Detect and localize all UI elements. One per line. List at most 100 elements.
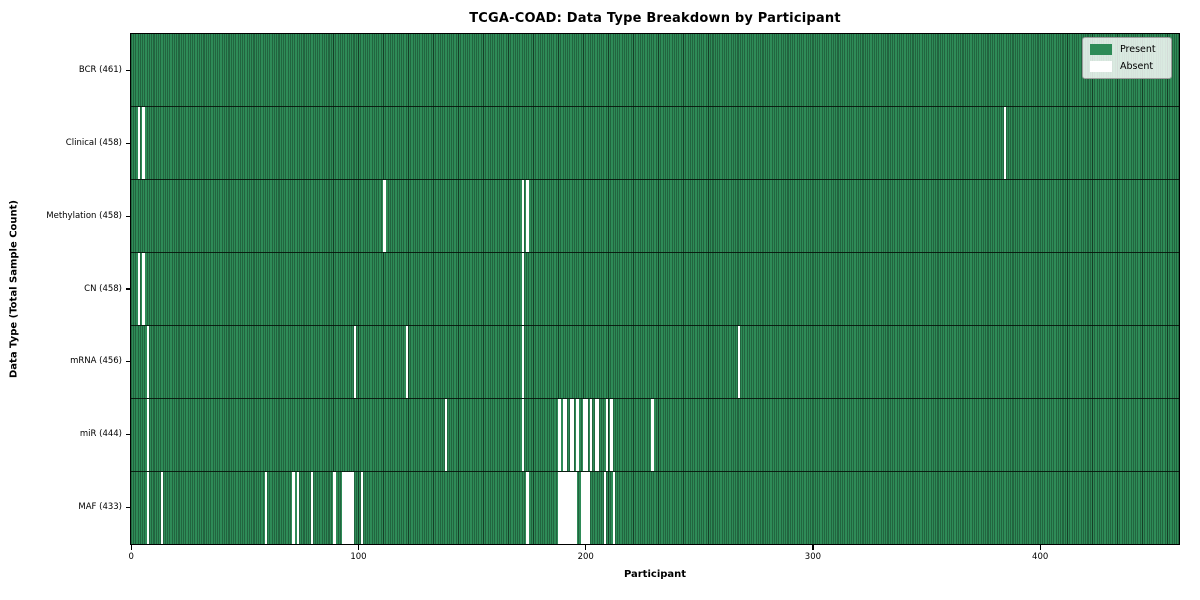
- absent-stripe: [558, 399, 561, 471]
- absent-stripe: [292, 472, 295, 544]
- absent-stripe: [651, 399, 654, 471]
- y-tick-label-cn: CN (458): [84, 283, 122, 294]
- absent-stripe: [603, 472, 607, 544]
- legend-swatch-present: [1090, 44, 1112, 55]
- absent-stripe: [142, 253, 145, 325]
- row-band-methylation: [131, 179, 1179, 252]
- row-band-mir: [131, 398, 1179, 471]
- absent-stripe: [146, 399, 150, 471]
- absent-stripe: [349, 472, 352, 544]
- absent-stripe: [585, 472, 588, 544]
- x-tick-mark: [812, 545, 814, 550]
- absent-stripe: [560, 472, 563, 544]
- absent-stripe: [521, 180, 525, 252]
- absent-stripe: [310, 472, 313, 544]
- absent-stripe: [610, 399, 613, 471]
- absent-stripe: [574, 472, 577, 544]
- absent-stripe: [562, 399, 566, 471]
- absent-stripe: [346, 472, 350, 544]
- absent-stripe: [569, 399, 572, 471]
- y-tick-mark: [125, 361, 131, 363]
- row-band-bcr: [131, 34, 1179, 106]
- absent-stripe: [571, 399, 575, 471]
- absent-stripe: [296, 472, 300, 544]
- absent-stripe: [737, 326, 741, 398]
- absent-stripe: [565, 399, 568, 471]
- absent-stripe: [160, 472, 163, 544]
- absent-stripe: [571, 472, 575, 544]
- absent-stripe: [580, 472, 584, 544]
- absent-stripe: [594, 399, 597, 471]
- absent-stripe: [383, 180, 386, 252]
- row-band-clinical: [131, 106, 1179, 179]
- absent-stripe: [351, 472, 354, 544]
- absent-stripe: [576, 399, 579, 471]
- y-tick-mark: [125, 70, 131, 72]
- absent-stripe: [142, 107, 145, 179]
- absent-stripe: [587, 472, 591, 544]
- x-axis-label: Participant: [623, 569, 687, 580]
- y-tick-mark: [125, 434, 131, 436]
- absent-stripe: [562, 472, 566, 544]
- absent-stripe: [565, 472, 568, 544]
- absent-stripe: [353, 326, 357, 398]
- absent-stripe: [605, 399, 609, 471]
- x-tick-label: 200: [577, 552, 594, 562]
- x-tick-mark: [130, 545, 132, 550]
- x-tick-label: 400: [1032, 552, 1049, 562]
- absent-stripe: [137, 107, 141, 179]
- absent-stripe: [596, 399, 600, 471]
- x-tick-label: 300: [804, 552, 822, 562]
- x-tick-mark: [357, 545, 360, 550]
- y-tick-label-mrna: mRNA (456): [70, 356, 122, 367]
- legend: Present Absent: [1082, 37, 1172, 79]
- legend-item-present: Present: [1090, 44, 1164, 55]
- absent-stripe: [521, 253, 525, 325]
- absent-stripe: [405, 326, 409, 398]
- x-tick-mark: [1039, 545, 1041, 550]
- y-tick-label-clinical: Clinical (458): [65, 137, 122, 148]
- y-tick-mark: [125, 142, 131, 144]
- absent-stripe: [590, 399, 593, 471]
- y-tick-mark: [125, 215, 131, 217]
- absent-stripe: [146, 472, 150, 544]
- absent-stripe: [444, 399, 448, 471]
- chart-title: TCGA-COAD: Data Type Breakdown by Partic…: [469, 11, 841, 26]
- absent-stripe: [360, 472, 363, 544]
- y-tick-mark: [125, 506, 131, 508]
- y-tick-label-maf: MAF (433): [78, 501, 122, 512]
- absent-stripe: [521, 399, 525, 471]
- legend-label: Absent: [1120, 61, 1154, 72]
- absent-stripe: [526, 472, 529, 544]
- x-tick-label: 100: [350, 552, 367, 562]
- absent-stripe: [521, 326, 525, 398]
- row-band-mrna: [131, 325, 1179, 398]
- absent-stripe: [558, 472, 561, 544]
- row-band-maf: [131, 471, 1179, 544]
- absent-stripe: [583, 472, 586, 544]
- x-tick-label: 0: [128, 552, 134, 562]
- absent-stripe: [585, 399, 588, 471]
- absent-stripe: [333, 472, 336, 544]
- y-tick-label-mir: miR (444): [79, 429, 122, 440]
- y-tick-mark: [125, 288, 131, 290]
- legend-item-absent: Absent: [1090, 61, 1164, 72]
- plot-area: [130, 33, 1180, 545]
- absent-stripe: [569, 472, 572, 544]
- legend-swatch-absent: [1090, 61, 1112, 72]
- x-tick-mark: [585, 545, 587, 550]
- absent-stripe: [612, 472, 616, 544]
- row-band-cn: [131, 252, 1179, 325]
- absent-stripe: [146, 326, 150, 398]
- absent-stripe: [567, 472, 570, 544]
- y-tick-label-methylation: Methylation (458): [46, 210, 122, 221]
- absent-stripe: [526, 180, 529, 252]
- absent-stripe: [344, 472, 348, 544]
- legend-label: Present: [1120, 44, 1156, 55]
- absent-stripe: [1003, 107, 1007, 179]
- absent-stripe: [583, 399, 586, 471]
- absent-stripe: [265, 472, 268, 544]
- y-tick-label-bcr: BCR (461): [78, 65, 122, 76]
- absent-stripe: [137, 253, 141, 325]
